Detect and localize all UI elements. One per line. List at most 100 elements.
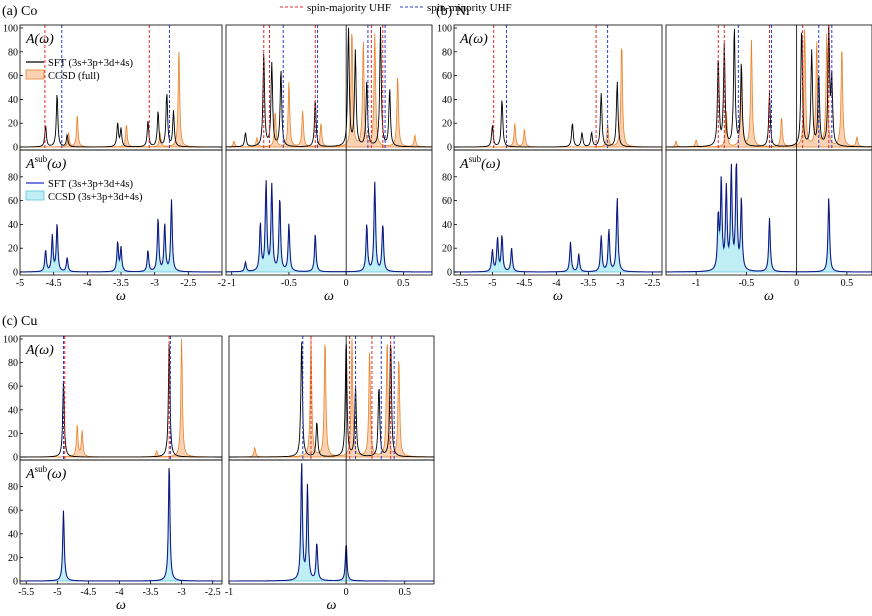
x-tick-label: 0 [344, 587, 349, 598]
bottom-frame [665, 149, 872, 276]
y-tick-label: 0 [13, 268, 18, 279]
ccsd-area-series [20, 51, 222, 148]
legend-sft-label: SFT (3s+3p+3d+4s) [48, 58, 133, 69]
sft-line-series [20, 344, 222, 458]
sft-sub-line-shadow [666, 163, 872, 273]
sft-sub-line-shadow [20, 199, 222, 273]
y-tick-label: 60 [442, 196, 452, 207]
y-tick-label: 40 [8, 220, 18, 231]
row-label-top: A(ω) [25, 32, 54, 47]
sft-sub-line-series [229, 463, 434, 582]
sft-sub-line-shadow [229, 463, 434, 582]
x-tick-label: -5.5 [452, 278, 468, 289]
y-tick-label: 20 [8, 429, 18, 440]
x-tick-label: -3 [177, 587, 185, 598]
x-tick-label: -3.5 [113, 278, 129, 289]
subplot-cu-valence: -1 0 0.5 ω [225, 335, 435, 613]
row-label-top: A(ω) [459, 32, 488, 47]
y-tick-label: 100 [3, 24, 18, 35]
bottom-row-core [20, 468, 222, 582]
y-tick-label: 60 [8, 71, 18, 82]
sft-line-series [20, 94, 222, 148]
y-tick-label: 20 [442, 119, 452, 130]
x-tick-label: -3 [616, 278, 624, 289]
x-tick-label: 0.5 [397, 278, 410, 289]
bottom-frame [225, 149, 433, 276]
subplot-ni-valence: -1 -0.5 0 0.5 ω [665, 24, 872, 304]
x-tick-label: -5 [488, 278, 496, 289]
row-label-bottom: Asub(ω) [25, 464, 67, 482]
x-axis-label: ω [764, 289, 774, 304]
x-tick-label: -2.5 [205, 587, 221, 598]
x-tick-label: -4 [552, 278, 560, 289]
y-tick-label: 40 [8, 529, 18, 540]
x-tick-label: -5.5 [18, 587, 34, 598]
y-tick-label: 0 [13, 577, 18, 588]
bottom-row-core [454, 198, 662, 273]
x-tick-label: 0 [344, 278, 349, 289]
top-frame [228, 335, 435, 461]
x-tick-label: 0.5 [841, 278, 854, 289]
sft-line-series [666, 25, 872, 148]
sft-line-series [454, 81, 662, 148]
sft-sub-line-shadow [454, 198, 662, 273]
y-tick-label: 60 [8, 506, 18, 517]
bottom-row-valence [229, 463, 434, 582]
x-axis-label: ω [553, 289, 563, 304]
top-row-valence [666, 25, 872, 150]
ccsd-area-series [226, 186, 432, 273]
top-row-valence [226, 25, 432, 150]
row-label-bottom: Asub(ω) [459, 154, 501, 172]
sft-sub-line-shadow [226, 180, 432, 273]
panel-label-a: (a) Co [2, 4, 37, 19]
legend-ccsd-label: CCSD (full) [48, 71, 100, 82]
y-tick-label: 80 [8, 358, 18, 369]
subplot-co-core: 0 20 40 60 80 100 0 20 40 60 80 -5 -4.5 -4 -3.5 -3 -2.5 -… [3, 24, 226, 305]
y-tick-label: 40 [8, 405, 18, 416]
x-tick-label: -2.5 [644, 278, 660, 289]
legend-sub-ccsd-label: CCSD (3s+3p+3d+4s) [48, 192, 143, 203]
bottom-frame [453, 149, 663, 276]
x-tick-label: -0.5 [738, 278, 754, 289]
x-tick-label: -3.5 [580, 278, 596, 289]
ccsd-area-series [454, 48, 662, 148]
x-tick-label: -2 [218, 278, 226, 289]
ccsd-area-series [454, 202, 662, 273]
subplot-cu-core: 0 20 40 60 80 100 0 20 40 60 80 -5.5 -5 -4.5 -4 -3.5 -3 -… [3, 335, 223, 613]
x-tick-label: 0.5 [398, 587, 411, 598]
x-tick-label: -5 [53, 587, 61, 598]
y-tick-label: 80 [8, 172, 18, 183]
y-tick-label: 40 [442, 220, 452, 231]
sft-line-series [229, 341, 434, 458]
y-tick-label: 80 [8, 482, 18, 493]
x-axis-label: ω [324, 289, 334, 304]
sft-sub-line-series [226, 180, 432, 273]
ccsd-area-series [229, 338, 434, 458]
y-tick-label: 100 [3, 335, 18, 346]
subplot-ni-core: 0 20 40 60 80 100 0 20 40 60 80 -5.5 -5 -4.5 -4 -3.5 -3 -… [437, 24, 663, 304]
x-tick-label: -4.5 [46, 278, 62, 289]
y-tick-label: 80 [442, 172, 452, 183]
y-tick-label: 0 [13, 453, 18, 464]
sft-sub-line-series [20, 468, 222, 582]
legend-sub-sft-label: SFT (3s+3p+3d+4s) [48, 179, 133, 190]
y-tick-label: 40 [8, 95, 18, 106]
x-axis-label: ω [116, 289, 126, 304]
bottom-frame [19, 459, 223, 585]
y-tick-label: 0 [447, 268, 452, 279]
y-tick-label: 0 [447, 143, 452, 154]
x-tick-label: -0.5 [281, 278, 297, 289]
panel-label-b: (b) Ni [436, 4, 470, 19]
uhf-legend: spin-majority UHF spin-minority UHF [280, 2, 512, 14]
panel-label-c: (c) Cu [2, 314, 37, 329]
y-tick-label: 100 [437, 24, 452, 35]
sft-sub-line-shadow [20, 468, 222, 582]
y-tick-label: 20 [8, 119, 18, 130]
bottom-row-core [20, 199, 222, 273]
ccsd-area-series [226, 33, 432, 148]
x-tick-label: -5 [16, 278, 24, 289]
x-tick-label: -1 [225, 587, 233, 598]
bottom-row-valence [226, 180, 432, 273]
x-tick-label: -4.5 [80, 587, 96, 598]
